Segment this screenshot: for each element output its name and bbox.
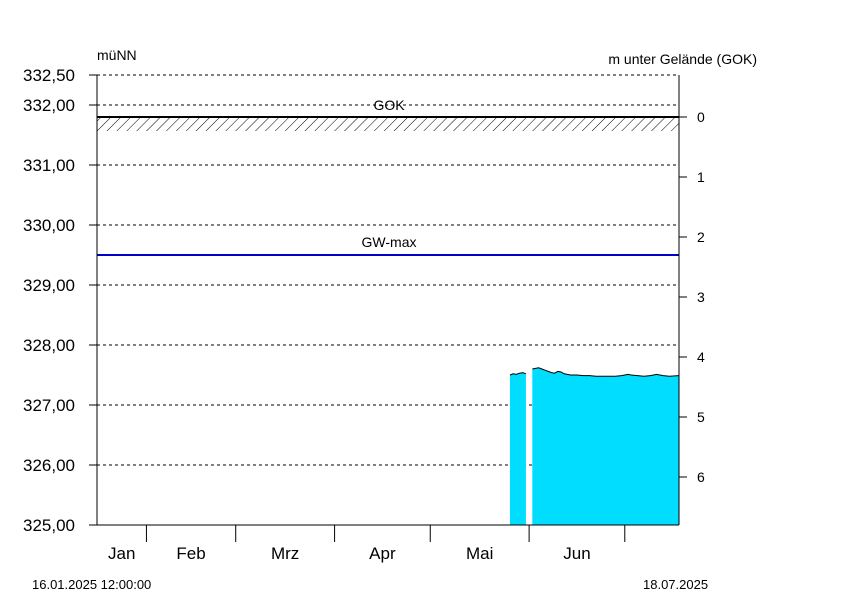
- y-tick-label-left: 332,00: [23, 96, 75, 115]
- y-tick-label-left: 331,00: [23, 156, 75, 175]
- y-tick-label-left: 330,00: [23, 216, 75, 235]
- reference-lines: GOK GW-max: [97, 97, 679, 256]
- x-tick-label: Jan: [108, 544, 135, 563]
- y-tick-label-right: 0: [697, 109, 705, 125]
- ground-level-label: GOK: [373, 97, 405, 113]
- x-tick-label: Mrz: [271, 544, 299, 563]
- y-tick-label-left: 332,50: [23, 66, 75, 85]
- y-tick-label-left: 329,00: [23, 276, 75, 295]
- x-axis: Jan Feb Mrz Apr Mai Jun: [108, 525, 626, 563]
- y-tick-label-right: 4: [697, 349, 705, 365]
- y-tick-label-right: 5: [697, 409, 705, 425]
- date-end-label: 18.07.2025: [643, 577, 708, 592]
- y-tick-label-left: 325,00: [23, 516, 75, 535]
- x-tick-label: Feb: [176, 544, 205, 563]
- series-line: [532, 367, 680, 377]
- ground-hatch: [97, 117, 679, 131]
- x-tick-label: Jun: [563, 544, 590, 563]
- y-axis-left: 332,50 332,00 331,00 330,00 329,00 328,00 327,…: [23, 66, 97, 535]
- y-tick-label-right: 6: [697, 469, 705, 485]
- series-line: [509, 372, 527, 376]
- y-tick-label-left: 327,00: [23, 396, 75, 415]
- series-area: [509, 372, 526, 525]
- date-start-label: 16.01.2025 12:00:00: [32, 577, 151, 592]
- data-series: [509, 367, 680, 525]
- series-area: [532, 367, 679, 525]
- y-tick-label-left: 328,00: [23, 336, 75, 355]
- x-tick-label: Mai: [466, 544, 493, 563]
- y-tick-label-right: 3: [697, 289, 705, 305]
- x-tick-label: Apr: [369, 544, 396, 563]
- y-axis-right: 0 1 2 3 4 5 6: [679, 109, 705, 485]
- y-axis-right-label: m unter Gelände (GOK): [608, 51, 757, 67]
- grid-lines: [97, 74, 679, 466]
- y-tick-label-right: 1: [697, 169, 705, 185]
- y-tick-label-left: 326,00: [23, 456, 75, 475]
- y-tick-label-right: 2: [697, 229, 705, 245]
- gw-max-label: GW-max: [362, 234, 417, 250]
- y-axis-left-label: müNN: [97, 47, 137, 63]
